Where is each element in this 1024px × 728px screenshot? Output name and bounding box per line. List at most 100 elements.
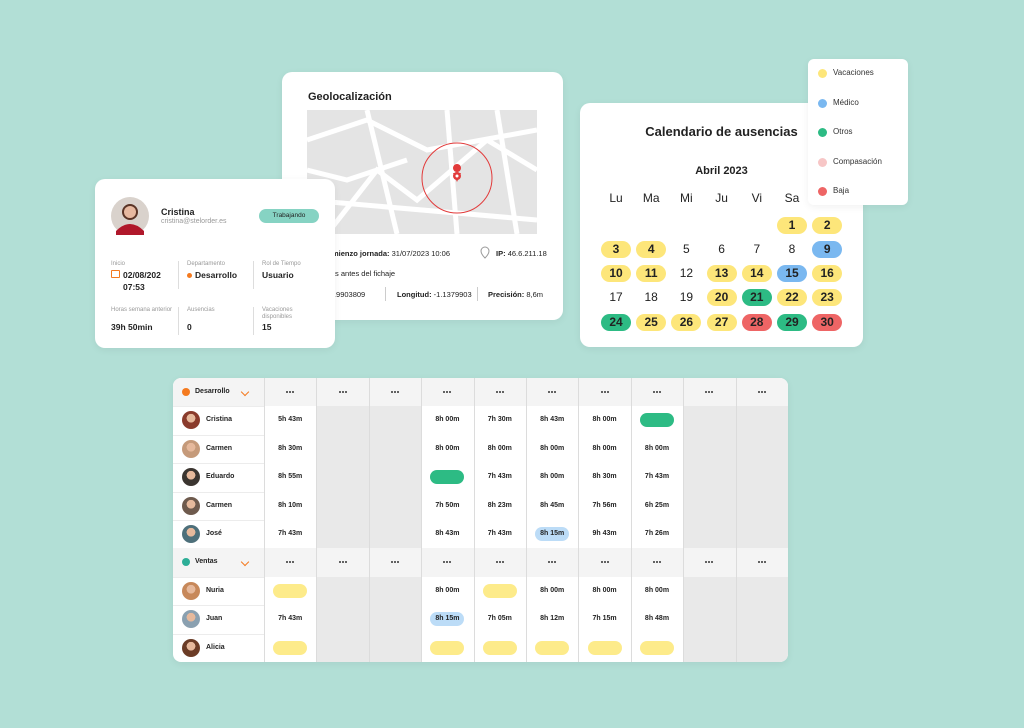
time-value: 5h 43m <box>278 416 303 424</box>
cell <box>421 520 474 549</box>
geolocation-title: Geolocalización <box>308 91 392 103</box>
cell <box>526 605 579 634</box>
legend-label: Compasación <box>833 156 882 166</box>
time-value: 7h 43m <box>278 615 303 623</box>
time-value: 8h 00m <box>435 586 460 594</box>
column-divider <box>630 378 632 407</box>
menu-dot <box>286 561 289 564</box>
menu-dot <box>659 561 661 564</box>
menu-dot <box>600 391 603 393</box>
menu-dot <box>760 561 763 564</box>
cell <box>735 491 788 520</box>
menu-dot <box>603 391 606 393</box>
cell <box>578 491 631 520</box>
menu-dot <box>656 561 658 564</box>
time-value: 8h 43m <box>435 530 460 537</box>
menu-dot <box>286 391 289 393</box>
weekday: Ma <box>642 191 660 205</box>
column-divider <box>630 548 632 577</box>
cell <box>578 406 631 435</box>
cell <box>368 491 422 520</box>
menu-dot <box>757 391 760 393</box>
employee-name: Cristina <box>206 416 233 424</box>
cell <box>316 576 369 606</box>
day: 30 <box>812 314 843 331</box>
menu-dot <box>606 561 609 564</box>
time-value: 6h 25m <box>644 501 670 509</box>
day: 29 <box>777 314 807 331</box>
cell <box>630 491 684 520</box>
location-icon <box>480 246 490 259</box>
time-value: 8h 10m <box>278 501 303 509</box>
status-pill <box>640 640 674 655</box>
column-divider <box>473 378 475 407</box>
legend-card: Vacaciones Médico Otros Compasación Baja <box>808 59 908 205</box>
avatar <box>111 197 149 235</box>
field-label: Ausencias <box>187 307 215 313</box>
avatar <box>182 525 200 543</box>
time-value: 7h 56m <box>592 501 617 509</box>
legend-swatch <box>818 157 827 167</box>
time-value: 7h 43m <box>487 530 512 537</box>
cell <box>421 491 474 520</box>
field-label: Vacaciones disponibles <box>262 307 293 320</box>
time-value: 9h 43m <box>592 530 617 537</box>
menu-dot <box>446 391 449 393</box>
geo-value: 46.6.211.18 <box>507 249 547 258</box>
cell <box>526 576 579 606</box>
cell <box>683 434 736 464</box>
column-divider <box>316 378 318 407</box>
menu-dot <box>289 391 292 393</box>
column-divider <box>316 548 318 577</box>
separator <box>477 287 478 301</box>
employee-name: Carmen <box>206 501 233 509</box>
legend-label: Vacaciones <box>833 68 874 77</box>
day: 9 <box>812 241 843 258</box>
menu-dot <box>449 561 452 564</box>
time-value: 8h 00m <box>644 586 670 594</box>
menu-dot <box>603 561 606 564</box>
column-divider <box>368 548 370 577</box>
cell <box>316 605 369 634</box>
cell <box>316 406 369 435</box>
cell <box>735 406 788 435</box>
day: 2 <box>812 217 843 234</box>
column-divider <box>578 378 580 407</box>
menu-dot <box>449 391 452 393</box>
avatar <box>182 581 200 600</box>
employee-name: Carmen <box>206 444 233 452</box>
menu-dot <box>600 561 603 564</box>
menu-dot <box>760 391 763 393</box>
separator <box>178 307 179 335</box>
profile-email: cristina@stelorder.es <box>161 218 227 225</box>
column-divider <box>368 378 370 407</box>
status-badge: Trabajando <box>259 209 319 223</box>
menu-dot <box>498 391 501 393</box>
menu-dot <box>397 391 399 393</box>
cell <box>683 605 736 634</box>
field-value: 15 <box>262 322 272 332</box>
separator <box>178 261 179 289</box>
cell <box>735 463 788 492</box>
menu-dot <box>705 561 708 564</box>
menu-dot <box>659 391 661 393</box>
menu-dot <box>763 561 766 564</box>
cell <box>578 605 631 634</box>
menu-dot <box>551 561 554 564</box>
time-value: 8h 00m <box>435 416 460 424</box>
status-pill <box>273 640 308 655</box>
employee-name: Juan <box>206 615 223 623</box>
cell <box>316 463 369 492</box>
menu-dot <box>341 561 344 564</box>
menu-dot <box>443 391 446 393</box>
menu-dot <box>495 391 498 393</box>
cell <box>368 434 422 464</box>
time-value: 8h 00m <box>540 473 565 481</box>
cell <box>264 434 317 464</box>
menu-dot <box>344 391 347 393</box>
menu-dot <box>344 561 347 564</box>
time-value: 8h 00m <box>435 444 460 452</box>
employee-name: Nuria <box>206 586 224 594</box>
column-divider <box>473 548 475 577</box>
cell <box>316 491 369 520</box>
